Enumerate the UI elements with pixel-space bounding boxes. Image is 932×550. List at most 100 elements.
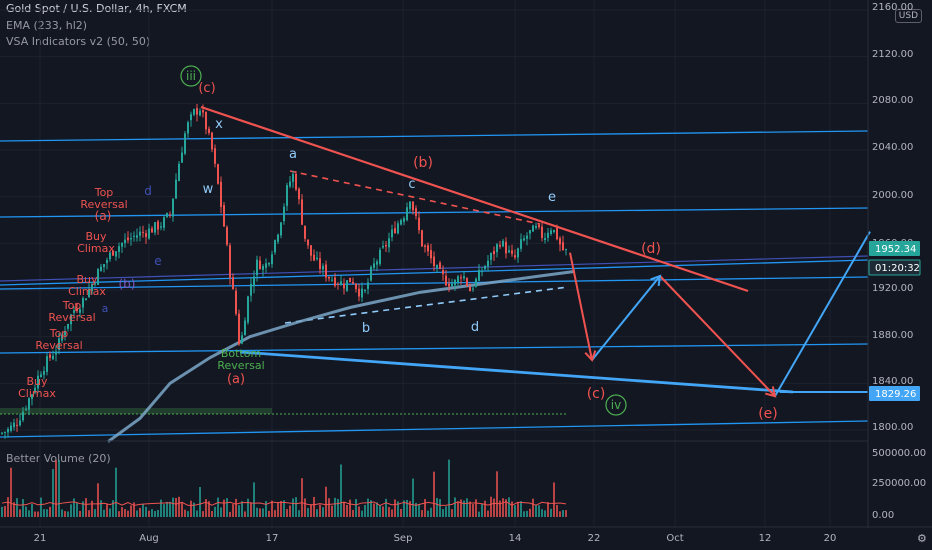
volume-tick: 500000.00 [872,448,926,459]
candle-body [148,228,150,239]
volume-bar [562,510,564,517]
vsa-buy-climax: Climax [68,285,106,298]
candle-body [160,226,162,228]
wave-label-c: c [408,177,415,192]
volume-bar [559,511,561,517]
candle-body [190,114,192,121]
volume-bar [460,499,462,517]
candle-body [427,245,429,252]
vsa-buy-climax: Buy [26,375,48,388]
candle-body [235,290,237,314]
volume-bar [100,500,102,517]
volume-bar [52,469,54,517]
vsa-top-reversal: Reversal [80,198,127,211]
candle-body [70,314,72,325]
candle-body [514,255,516,258]
candle-body [496,244,498,253]
candle-body [397,223,399,234]
volume-bar [289,505,291,517]
volume-indicator-label[interactable]: Better Volume (20) [6,452,111,465]
candle-body [319,258,321,269]
candle-body [313,254,315,261]
volume-bar [70,504,72,517]
candle-body [106,259,108,263]
time-tick: Aug [139,533,159,544]
price-tick: 2080.00 [872,95,913,106]
candle-body [145,233,147,237]
volume-bar [184,509,186,517]
volume-bar [262,508,264,517]
volume-bar [64,511,66,517]
volume-bar [379,505,381,517]
volume-bar [211,511,213,517]
candle-body [286,185,288,206]
wave-label-d-small: d [144,184,152,198]
candle-body [247,296,249,323]
wave-label-a-left: (a) [95,209,112,223]
volume-bar [478,511,480,517]
price-tick: 1920.00 [872,283,913,294]
candle-body [52,355,54,360]
volume-bar [43,509,45,517]
candle-body [229,245,231,278]
candle-body [157,221,159,230]
volume-bar [169,501,171,517]
candle-body [394,228,396,234]
target-price-label: 1829.26 [869,386,920,401]
candles [1,103,567,439]
candle-body [22,411,24,421]
volume-bar [487,510,489,517]
candle-body [436,265,438,269]
volume-bar [67,511,69,517]
volume-bar [229,511,231,517]
candle-body [112,250,114,256]
volume-bar [511,501,513,517]
volume-bar [391,509,393,517]
channel-line [0,259,869,286]
candle-body [385,244,387,247]
volume-bar [4,506,6,517]
settings-gear-icon[interactable]: ⚙ [917,532,927,545]
volume-bar [388,507,390,517]
candle-body [61,334,63,341]
candle-body [331,279,333,281]
candle-body [100,266,102,272]
channel-line [0,276,869,290]
candle-body [250,283,252,296]
candle-body [559,238,561,245]
volume-bar [109,508,111,517]
candle-body [553,229,555,232]
candle-body [139,231,141,236]
time-tick: 12 [759,533,772,544]
volume-bar [418,504,420,517]
volume-bar [484,500,486,517]
candle-body [547,232,549,238]
volume-bar [265,501,267,517]
volume-bar [367,498,369,517]
volume-bar [253,482,255,517]
volume-bar [538,505,540,517]
wave-circle [605,394,627,416]
wave-label-c-top: (c) [198,81,215,96]
candle-body [13,422,15,428]
candle-body [208,128,210,133]
candle-body [175,179,177,199]
currency-badge[interactable]: USD [894,9,922,23]
chart-grid [0,0,868,527]
price-tick: 1880.00 [872,330,913,341]
candle-body [400,220,402,225]
candle-body [142,231,144,233]
vsa-indicator-label[interactable]: VSA Indicators v2 (50, 50) [6,35,151,48]
ema-indicator-label[interactable]: EMA (233, hl2) [6,19,88,32]
wave-label-e-big: (e) [758,406,778,422]
candle-body [166,213,168,217]
candle-body [355,283,357,289]
volume-bar [481,504,483,517]
volume-bar [28,510,30,517]
volume-bar [172,497,174,517]
channel-line [0,207,869,218]
candle-body [343,283,345,289]
volume-bar [160,499,162,517]
volume-bar [472,504,474,517]
